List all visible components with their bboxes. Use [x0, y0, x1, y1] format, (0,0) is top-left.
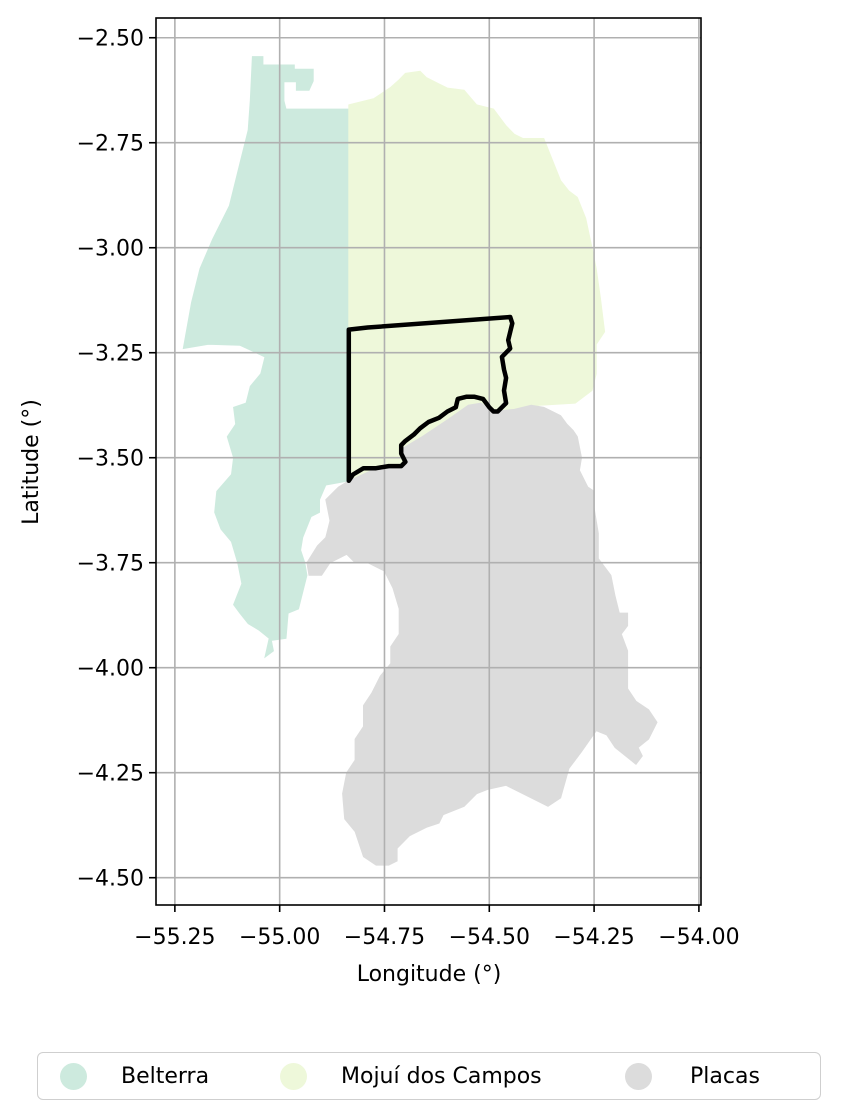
legend-label: Mojuí dos Campos — [341, 1063, 542, 1089]
x-tick-label: −55.25 — [134, 925, 215, 950]
x-ticks: −55.25 −55.00 −54.75 −54.50 −54.25 −54.00 — [134, 905, 740, 950]
y-axis-label: Latitude (°) — [19, 399, 44, 525]
legend-item: Placas — [603, 1053, 793, 1099]
legend-marker-icon — [280, 1062, 307, 1090]
y-tick-label: −3.75 — [77, 552, 144, 577]
y-tick-label: −3.25 — [77, 342, 144, 367]
legend-label: Placas — [690, 1063, 760, 1089]
axes-frame — [155, 17, 702, 906]
legend-label: Belterra — [121, 1063, 210, 1089]
x-tick-label: −54.25 — [553, 925, 634, 950]
legend-marker-icon — [625, 1062, 652, 1090]
x-tick-label: −55.00 — [239, 925, 320, 950]
map-plot: −55.25 −55.00 −54.75 −54.50 −54.25 −54.00 −2.… — [19, 17, 740, 987]
y-tick-label: −4.25 — [77, 762, 144, 787]
y-tick-label: −3.50 — [77, 447, 144, 472]
regions-layer — [182, 56, 658, 866]
y-tick-label: −3.00 — [77, 237, 144, 262]
grid-layer — [156, 18, 701, 905]
legend-item: Belterra — [38, 1053, 258, 1099]
y-tick-label: −4.00 — [77, 657, 144, 682]
study-area-boundary — [346, 314, 515, 484]
y-tick-label: −4.50 — [77, 867, 144, 892]
region-placas — [306, 402, 658, 866]
x-tick-label: −54.50 — [449, 925, 530, 950]
legend-item: Mojuí dos Campos — [258, 1053, 603, 1099]
x-tick-label: −54.75 — [344, 925, 425, 950]
x-axis-label: Longitude (°) — [357, 962, 502, 987]
y-tick-label: −2.50 — [77, 27, 144, 52]
y-ticks: −2.50 −2.75 −3.00 −3.25 −3.50 −3.75 −4.00 −4.25… — [77, 27, 156, 892]
x-tick-label: −54.00 — [658, 925, 739, 950]
legend: Belterra Mojuí dos Campos Placas — [37, 1052, 821, 1100]
boundary-layer — [346, 314, 515, 484]
region-belterra — [182, 56, 352, 659]
legend-marker-icon — [60, 1062, 87, 1090]
y-tick-label: −2.75 — [77, 132, 144, 157]
